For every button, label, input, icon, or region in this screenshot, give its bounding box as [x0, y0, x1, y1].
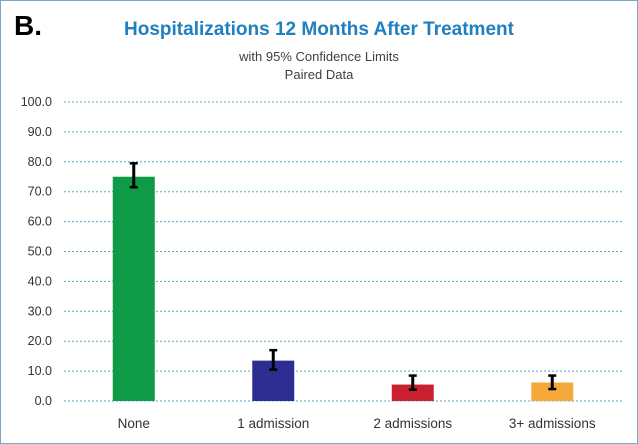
chart-title: Hospitalizations 12 Months After Treatme…	[124, 19, 514, 40]
bar	[391, 384, 434, 401]
x-category-label: 3+ admissions	[509, 416, 596, 431]
y-tick-label: 30.0	[28, 304, 52, 318]
y-tick-label: 100.0	[21, 95, 52, 109]
chart-subtitle-2: Paired Data	[284, 67, 354, 82]
y-tick-label: 80.0	[28, 155, 52, 169]
y-tick-label: 0.0	[35, 394, 52, 408]
y-tick-label: 20.0	[28, 334, 52, 348]
y-tick-label: 90.0	[28, 125, 52, 139]
y-tick-label: 70.0	[28, 185, 52, 199]
y-tick-label: 50.0	[28, 245, 52, 259]
bar	[531, 382, 574, 401]
y-tick-label: 40.0	[28, 274, 52, 288]
x-category-label: None	[118, 416, 150, 431]
y-tick-label: 60.0	[28, 215, 52, 229]
y-tick-label: 10.0	[28, 364, 52, 378]
chart-subtitle-1: with 95% Confidence Limits	[239, 49, 399, 64]
x-category-label: 1 admission	[237, 416, 309, 431]
panel-label: B.	[14, 10, 42, 41]
bar	[112, 176, 155, 401]
x-category-label: 2 admissions	[373, 416, 452, 431]
